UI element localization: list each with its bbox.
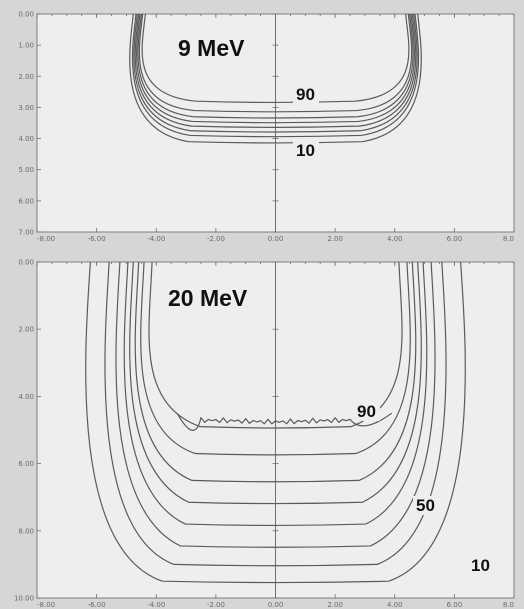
panel-9mev-y-tick-label: 6.00 — [18, 197, 34, 205]
panel-20mev-y-tick-label: 6.00 — [18, 460, 34, 468]
panel-20mev-x-tick-label: 8.0 — [503, 601, 514, 609]
panel-20mev-x-tick-label: 6.00 — [447, 601, 463, 609]
panel-20mev-y-tick-label: 8.00 — [18, 527, 34, 535]
panel-20mev-energy-label: 20 MeV — [168, 285, 248, 311]
panel-20mev-x-tick-label: -6.00 — [88, 601, 106, 609]
panel-20mev-isodose-label-90: 90 — [357, 402, 376, 421]
panel-9mev-y-tick-label: 1.00 — [18, 42, 34, 50]
panel-20mev-isodose-contour — [148, 261, 403, 429]
panel-9mev-y-tick-label: 0.00 — [18, 11, 34, 19]
panel-20mev-y-tick-label: 2.00 — [18, 326, 34, 334]
panel-9mev-x-tick-label: 2.00 — [327, 235, 343, 243]
panel-9mev: -8.00 -6.00 -4.00 -2.00 0.00 2.00 4.00 6.00 8.0 0… — [18, 11, 515, 243]
panel-20mev-isodose-contour — [134, 261, 417, 483]
panel-9mev-y-tick-label: 3.00 — [18, 104, 34, 112]
panel-9mev-isodose-contour — [141, 13, 410, 104]
panel-20mev-x-tick-label: -4.00 — [147, 601, 165, 609]
panel-20mev-isodose-contour — [104, 261, 447, 567]
panel-9mev-y-tick-label: 2.00 — [18, 73, 34, 81]
panel-9mev-isodose-contour — [138, 13, 413, 113]
panel-9mev-isodose-contour — [133, 13, 418, 133]
panel-9mev-annotation-background — [293, 141, 319, 160]
panel-9mev-x-tick-label: 4.00 — [387, 235, 403, 243]
panel-9mev-annotation-background — [293, 85, 319, 104]
panel-9mev-isodose-contour — [134, 13, 417, 128]
panel-20mev-isodose-label-50: 50 — [416, 496, 435, 515]
panel-9mev-y-tick-label: 7.00 — [18, 229, 34, 237]
panel-9mev-isodose-contour — [131, 13, 420, 138]
panel-9mev-x-tick-label: 8.0 — [503, 235, 514, 243]
panel-9mev-isodose-label-10: 10 — [296, 141, 315, 160]
panel-20mev-x-tick-label: -8.00 — [37, 601, 55, 609]
panel-9mev-x-tick-label: -8.00 — [37, 235, 55, 243]
panel-20mev-x-tick-label: 4.00 — [387, 601, 403, 609]
panel-9mev-isodose-label-90: 90 — [296, 85, 315, 104]
panel-20mev-y-tick-label: 0.00 — [18, 259, 34, 267]
panel-9mev-x-tick-label: -4.00 — [147, 235, 165, 243]
panel-20mev-isodose-label-10: 10 — [471, 556, 490, 575]
panel-20mev-x-tick-label: -2.00 — [207, 601, 225, 609]
panel-20mev-y-tick-label: 4.00 — [18, 393, 34, 401]
panel-20mev-isodose-contour — [123, 261, 428, 527]
panel-20mev-isodose-contour — [140, 261, 411, 456]
panel-9mev-y-tick-label: 4.00 — [18, 135, 34, 143]
panel-20mev: -8.00 -6.00 -4.00 -2.00 0.00 2.00 4.00 6.00 8.00… — [14, 259, 515, 609]
panel-20mev-annotation-background — [354, 402, 380, 421]
panel-20mev-x-tick-label: 0.00 — [268, 601, 284, 609]
panel-9mev-isodose-contour — [137, 13, 414, 119]
panel-20mev-annotation-background — [413, 496, 439, 515]
panel-9mev-isodose-contour — [129, 13, 422, 144]
panel-9mev-y-tick-label: 5.00 — [18, 166, 34, 174]
panel-20mev-isodose-contour — [115, 261, 436, 548]
panel-20mev-isodose-contour — [129, 261, 422, 505]
panel-20mev-y-tick-label: 10.00 — [14, 595, 34, 603]
panel-20mev-isodose-contour — [176, 412, 393, 431]
panel-9mev-x-tick-label: -2.00 — [207, 235, 225, 243]
panel-9mev-x-tick-label: 0.00 — [268, 235, 284, 243]
panel-9mev-x-tick-label: 6.00 — [447, 235, 463, 243]
panel-9mev-isodose-contour — [136, 13, 415, 124]
panel-20mev-isodose-contour — [85, 261, 466, 584]
panel-9mev-x-tick-label: -6.00 — [88, 235, 106, 243]
panel-20mev-x-tick-label: 2.00 — [327, 601, 343, 609]
panel-9mev-energy-label: 9 MeV — [178, 35, 245, 61]
panel-20mev-annotation-background — [468, 556, 494, 575]
